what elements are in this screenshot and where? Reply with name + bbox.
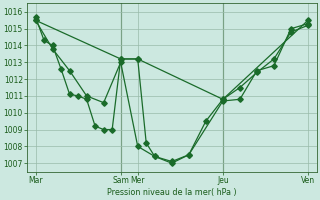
- X-axis label: Pression niveau de la mer( hPa ): Pression niveau de la mer( hPa ): [107, 188, 236, 197]
